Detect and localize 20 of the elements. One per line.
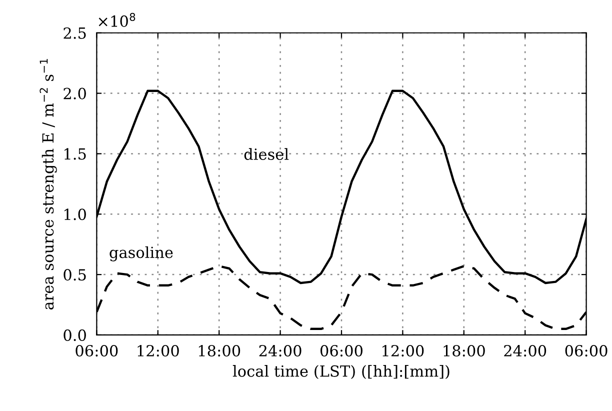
y-tick-label: 2.0 [64, 88, 86, 100]
x-tick-label: 06:00 [76, 344, 118, 357]
y-tick-label: 1.5 [64, 148, 86, 160]
x-tick-label: 18:00 [198, 344, 240, 357]
y-axis-title: area source strength E / m$^{−2}$ s$^{−1}$ [40, 58, 57, 310]
series-label: gasoline [110, 246, 173, 262]
x-tick-label: 06:00 [320, 344, 362, 357]
y-tick-label: 0.0 [64, 329, 86, 341]
x-tick-label: 06:00 [565, 344, 608, 357]
text: ×10$^{8}$ [98, 12, 136, 27]
x-tick-label: 12:00 [138, 344, 179, 357]
y-tick-label: 1.0 [64, 208, 86, 220]
x-tick-label: 24:00 [504, 344, 546, 357]
x-tick-label: 18:00 [444, 344, 485, 357]
x-tick-label: 24:00 [259, 344, 302, 357]
y-tick-label: 0.5 [64, 269, 86, 281]
x-tick-label: 12:00 [382, 344, 424, 357]
y-tick-label: 2.5 [64, 27, 86, 39]
text: diesel [244, 148, 289, 160]
x-axis-title: local time (LST) ([hh]:[mm]) [232, 365, 450, 380]
